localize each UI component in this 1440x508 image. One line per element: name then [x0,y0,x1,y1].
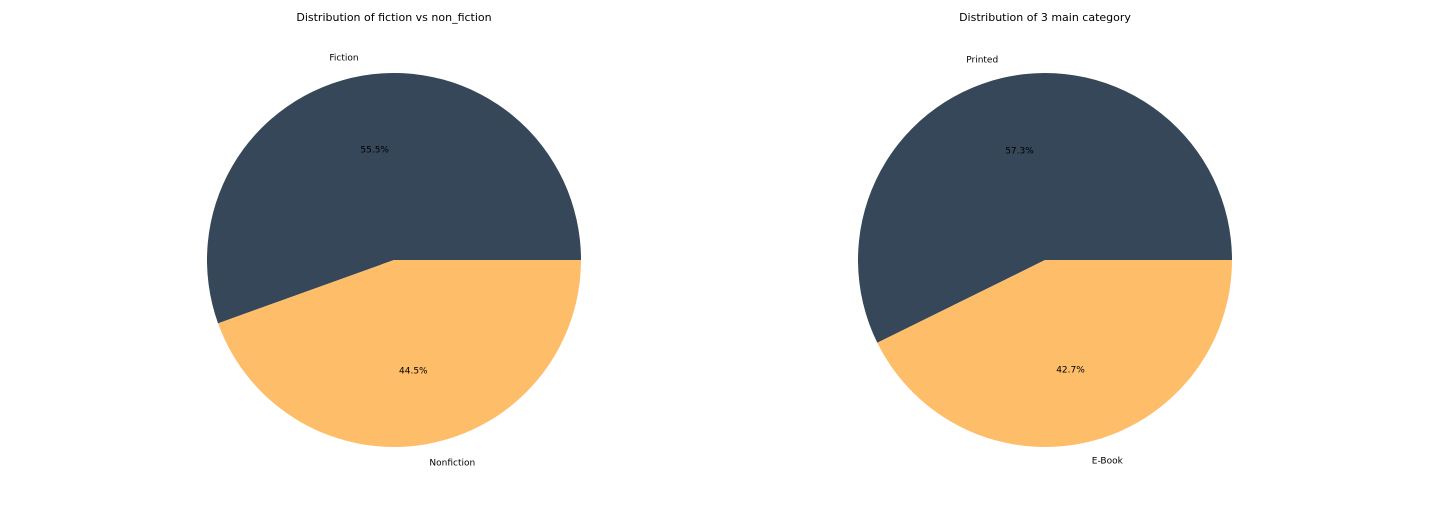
slice-percent-label: 42.7% [1056,365,1085,375]
slice-label: Fiction [329,53,358,63]
pie-slice-fiction [207,72,581,324]
pie-chart-category: Distribution of 3 main category Printed 5… [857,11,1232,466]
pie-slice-printed [857,73,1232,343]
slice-label: E-Book [1092,456,1124,466]
slice-percent-label: 57.3% [1005,147,1034,157]
pie-slice-nonfiction [218,260,581,447]
pie-chart-fiction: Distribution of fiction vs non_fiction F… [207,11,581,469]
chart-title: Distribution of fiction vs non_fiction [296,11,491,24]
slice-percent-label: 55.5% [360,146,389,156]
slice-percent-label: 44.5% [399,367,428,377]
slice-label: Nonfiction [429,459,475,469]
slice-label: Printed [966,56,998,66]
pie-slice-e-book [877,260,1232,448]
chart-title: Distribution of 3 main category [959,11,1131,24]
